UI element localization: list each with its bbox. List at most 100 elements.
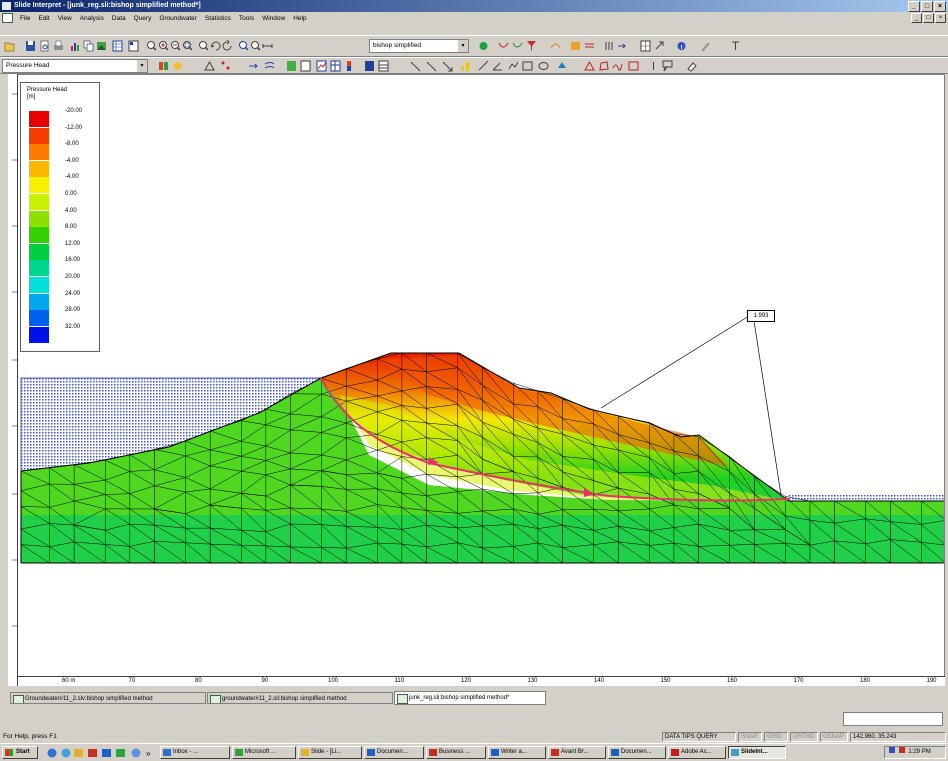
zoom-previous-icon[interactable] — [210, 40, 221, 52]
polygon-tool-icon[interactable] — [598, 60, 609, 72]
menu-view[interactable]: View — [57, 14, 72, 22]
command-input[interactable] — [843, 712, 943, 726]
chevron-right-icon[interactable]: » — [146, 749, 151, 758]
slip-surface-icon[interactable] — [498, 40, 509, 52]
zoom-extents-icon[interactable] — [198, 40, 209, 52]
grid-icon[interactable] — [640, 40, 651, 52]
ortho-indicator[interactable]: ORTHO — [790, 732, 818, 742]
menu-data[interactable]: Data — [111, 14, 126, 22]
arrow-icon[interactable] — [654, 40, 665, 52]
menu-groundwater[interactable]: Groundwater — [159, 14, 197, 22]
taskbar-button[interactable]: Writer a... — [488, 746, 546, 759]
method-combo[interactable]: bishop simplified ▾ — [369, 39, 469, 53]
copy-icon[interactable] — [83, 40, 94, 52]
taskbar-button[interactable]: Documen... — [364, 746, 424, 759]
triangle-tool-icon[interactable] — [584, 60, 595, 72]
menu-help[interactable]: Help — [293, 14, 307, 22]
fill-tool-icon[interactable] — [556, 60, 567, 72]
taskbar-button[interactable]: Slide - [Li... — [298, 746, 362, 759]
forces-icon[interactable] — [616, 40, 627, 52]
number-tool-icon[interactable] — [648, 60, 659, 72]
snap-indicator[interactable]: SNAP — [738, 732, 762, 742]
show-surfaces-icon[interactable] — [550, 40, 561, 52]
freehand-tool-icon[interactable] — [612, 60, 623, 72]
excel-icon[interactable] — [116, 749, 125, 757]
data-type-combo[interactable]: Pressure Head ▾ — [2, 59, 148, 73]
contour-options-icon[interactable] — [158, 60, 169, 72]
taskbar-button[interactable]: Documen... — [608, 746, 666, 759]
taskbar-button[interactable]: Avant Br... — [548, 746, 606, 759]
slices-icon[interactable] — [604, 40, 615, 52]
close-button[interactable]: × — [934, 1, 946, 12]
word-icon[interactable] — [102, 749, 111, 757]
title-bar[interactable]: Slide Interpret - [junk_reg.sli:bishop s… — [0, 0, 948, 12]
graph-query-icon[interactable] — [364, 60, 375, 72]
print-icon[interactable] — [53, 40, 64, 52]
document-icon[interactable] — [2, 13, 13, 23]
compute-icon[interactable] — [478, 40, 489, 52]
dimension-tool-icon[interactable] — [478, 60, 489, 72]
mdi-minimize-button[interactable]: _ — [911, 13, 922, 23]
arrow-tool-icon[interactable] — [442, 60, 453, 72]
pressure-head-legend[interactable]: Pressure Head [m] -20.00 -12.00 -8.00 -4.00… — [20, 82, 100, 352]
taskbar-button[interactable]: Microsoft ... — [232, 746, 296, 759]
mdi-restore-button[interactable]: □ — [923, 13, 934, 23]
safety-factor-label[interactable]: 1.993 — [747, 310, 775, 322]
rectangle-tool-icon[interactable] — [522, 60, 533, 72]
zoom-in-icon[interactable] — [158, 40, 169, 52]
open-file-icon[interactable] — [4, 40, 15, 52]
osnap-indicator[interactable]: OSNAP — [820, 732, 848, 742]
ellipse-tool-icon[interactable] — [538, 60, 549, 72]
safety-map-icon[interactable] — [570, 40, 581, 52]
table-icon[interactable] — [330, 60, 341, 72]
zoom-all-icon[interactable] — [146, 40, 157, 52]
tray-icon[interactable] — [889, 747, 895, 753]
data-tips-indicator[interactable]: DATA TIPS QUERY — [662, 732, 736, 742]
query-icon[interactable] — [238, 40, 249, 52]
zoom-window-icon[interactable] — [182, 40, 193, 52]
line-tool-2-icon[interactable] — [426, 60, 437, 72]
redraw-icon[interactable] — [222, 40, 233, 52]
save-icon[interactable] — [25, 40, 36, 52]
grid-indicator[interactable]: GRID — [764, 732, 788, 742]
menu-window[interactable]: Window — [262, 14, 286, 22]
callout-tool-icon[interactable] — [662, 60, 673, 72]
menu-edit[interactable]: Edit — [38, 14, 50, 22]
text-box-tool-icon[interactable] — [628, 60, 639, 72]
taskbar-button[interactable]: Business ... — [426, 746, 486, 759]
legend-icon[interactable] — [346, 60, 357, 72]
data-table-icon[interactable] — [112, 40, 123, 52]
app-icon[interactable] — [88, 749, 97, 757]
model-view[interactable] — [8, 74, 945, 686]
taskbar-button[interactable]: SlideInt... — [728, 746, 786, 759]
maximize-button[interactable]: □ — [921, 1, 933, 12]
filter-icon[interactable] — [526, 40, 537, 52]
layout-icon[interactable] — [128, 40, 139, 52]
menu-statistics[interactable]: Statistics — [204, 14, 231, 22]
angle-tool-icon[interactable] — [492, 60, 503, 72]
menu-tools[interactable]: Tools — [238, 14, 255, 22]
minimize-button[interactable]: _ — [908, 1, 920, 12]
tray-icon[interactable] — [898, 747, 905, 753]
minimum-surface-icon[interactable] — [512, 40, 523, 52]
print-preview-icon[interactable] — [39, 40, 50, 52]
menu-file[interactable]: File — [20, 14, 31, 22]
menu-analysis[interactable]: Analysis — [79, 14, 104, 22]
nodes-icon[interactable] — [220, 60, 231, 72]
tab-groundwater-slv[interactable]: Groundwater#11_2.slv:bishop simplified m… — [10, 692, 206, 704]
mesh-icon[interactable] — [204, 60, 215, 72]
text-tool-icon[interactable] — [730, 40, 741, 52]
tab-junk-reg[interactable]: junk_reg.sli:bishop simplified method* — [394, 691, 546, 705]
menu-query[interactable]: Query — [133, 14, 152, 22]
start-button[interactable]: Start — [2, 746, 38, 759]
search-icon[interactable] — [250, 40, 261, 52]
contours-lines-icon[interactable] — [300, 60, 311, 72]
measure-icon[interactable] — [262, 40, 273, 52]
polyline-tool-icon[interactable] — [508, 60, 519, 72]
graph-icon[interactable] — [316, 60, 327, 72]
chart-icon[interactable] — [70, 40, 81, 52]
app-icon[interactable] — [2, 2, 11, 10]
material-query-icon[interactable] — [378, 60, 389, 72]
mdi-close-button[interactable]: × — [935, 13, 946, 23]
contours-icon[interactable] — [584, 40, 595, 52]
